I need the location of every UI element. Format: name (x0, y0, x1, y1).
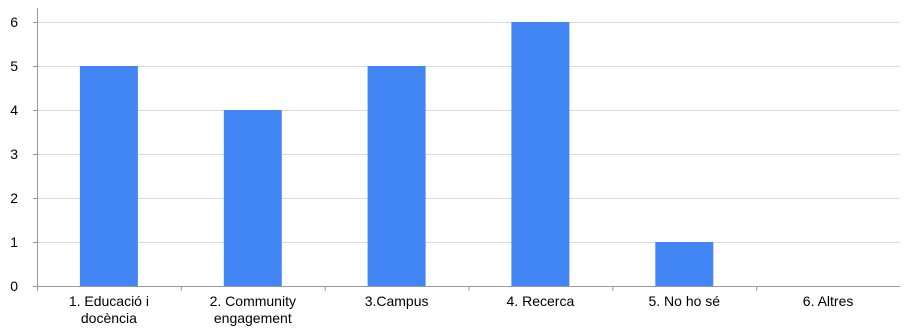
grid-layer (37, 22, 900, 243)
bars-layer (79, 22, 714, 286)
x-tick-label-3: 3.Campus (365, 293, 429, 309)
x-tick-labels: 1. Educació i docència 2. Community engagem… (69, 293, 854, 326)
x-tick-label-2: 2. Community engagement (210, 293, 296, 326)
bar-3 (367, 66, 426, 286)
axis-layer (33, 8, 900, 291)
y-tick-labels: 0 1 2 3 4 5 6 (10, 14, 18, 294)
y-tick-label-3: 3 (10, 146, 18, 162)
y-tick-label-2: 2 (10, 190, 18, 206)
y-tick-label-0: 0 (10, 278, 18, 294)
bar-2 (223, 110, 282, 286)
bar-1 (79, 66, 138, 286)
bar-4 (511, 22, 570, 286)
y-tick-label-5: 5 (10, 58, 18, 74)
y-tick-label-4: 4 (10, 102, 18, 118)
x-tick-label-5: 5. No ho sé (648, 293, 720, 309)
bar-5 (655, 242, 714, 286)
x-tick-label-1: 1. Educació i docència (69, 293, 149, 326)
x-tick-label-4: 4. Recerca (507, 293, 575, 309)
x-tick-label-6: 6. Altres (803, 293, 854, 309)
y-tick-label-6: 6 (10, 14, 18, 30)
y-tick-label-1: 1 (10, 234, 18, 250)
